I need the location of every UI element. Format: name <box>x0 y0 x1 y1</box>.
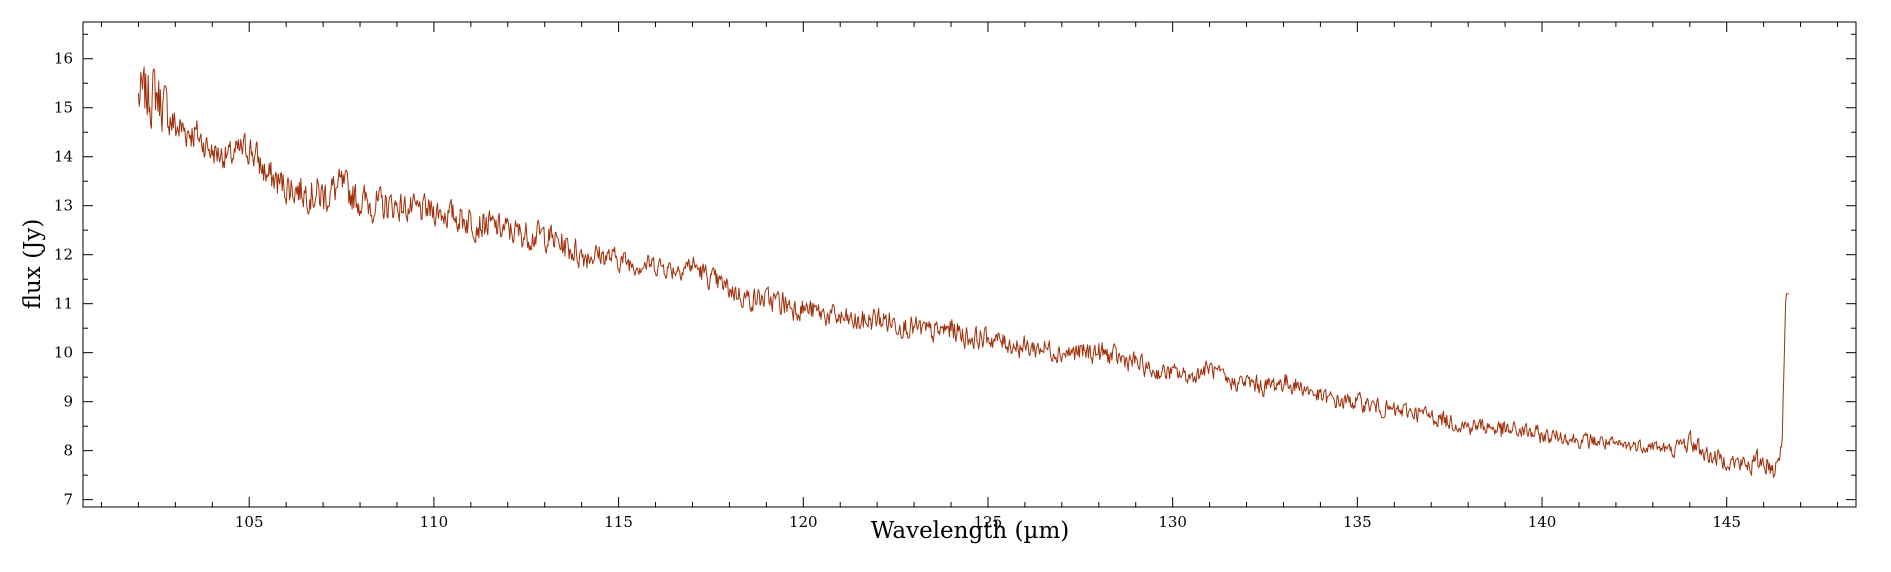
x-tick-label: 145 <box>1712 513 1741 531</box>
x-tick-label: 115 <box>604 513 633 531</box>
y-axis-title: flux (Jy) <box>20 219 46 310</box>
y-tick-label: 12 <box>54 246 73 264</box>
x-tick-label: 105 <box>235 513 264 531</box>
series-line <box>137 66 1789 478</box>
x-tick-label: 125 <box>974 513 1003 531</box>
y-tick-label: 16 <box>54 50 73 68</box>
y-tick-label: 9 <box>63 393 73 411</box>
plot-frame <box>82 21 1857 508</box>
y-tick-label: 14 <box>54 148 73 166</box>
x-axis-title: Wavelength (µm) <box>871 518 1070 544</box>
x-tick-label: 135 <box>1343 513 1372 531</box>
axis-ticks <box>83 22 1856 507</box>
axis-tick-labels: 105 110 115 120 125 130 135 140 145 7 8 9 10 11 12 13 14… <box>54 50 1741 531</box>
y-tick-label: 15 <box>54 99 73 117</box>
x-tick-label: 130 <box>1158 513 1187 531</box>
y-tick-label: 13 <box>54 197 73 215</box>
y-tick-label: 8 <box>63 442 73 460</box>
x-tick-label: 120 <box>789 513 818 531</box>
x-tick-label: 140 <box>1528 513 1557 531</box>
y-tick-label: 10 <box>54 344 73 362</box>
y-tick-label: 7 <box>63 491 73 509</box>
x-tick-label: 110 <box>420 513 449 531</box>
y-tick-label: 11 <box>54 295 73 313</box>
